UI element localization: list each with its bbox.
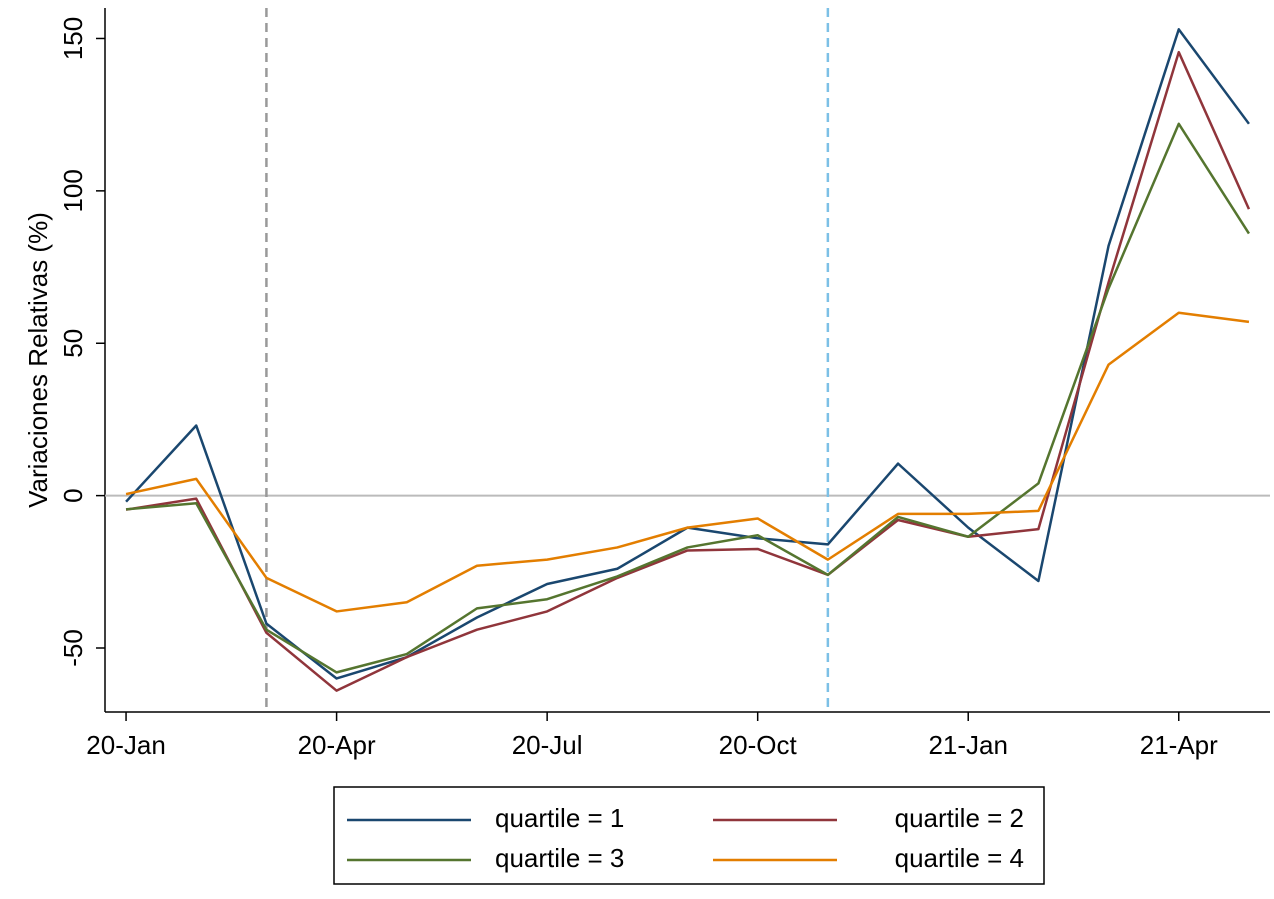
y-tick-label: 100: [58, 169, 88, 212]
series-line: [125, 122, 1251, 674]
series-line: [125, 50, 1251, 692]
y-tick-label: -50: [58, 629, 88, 667]
series-line: [125, 311, 1250, 613]
legend-box: [333, 786, 1045, 885]
legend-label: quartile = 3: [495, 843, 624, 873]
y-axis-label: Variaciones Relativas (%): [23, 212, 53, 508]
x-tick-label: 20-Jan: [86, 730, 166, 760]
y-tick-label: 50: [58, 329, 88, 358]
x-tick-label: 21-Apr: [1140, 730, 1218, 760]
y-tick-label: 0: [58, 488, 88, 502]
legend-label: quartile = 1: [495, 803, 624, 833]
x-tick-label: 20-Apr: [298, 730, 376, 760]
x-tick-label: 20-Jul: [512, 730, 583, 760]
legend-label: quartile = 2: [895, 803, 1024, 833]
legend-label: quartile = 4: [895, 843, 1024, 873]
y-tick-label: 150: [58, 17, 88, 60]
series-line: [125, 28, 1250, 680]
x-tick-label: 21-Jan: [928, 730, 1008, 760]
x-tick-label: 20-Oct: [719, 730, 798, 760]
